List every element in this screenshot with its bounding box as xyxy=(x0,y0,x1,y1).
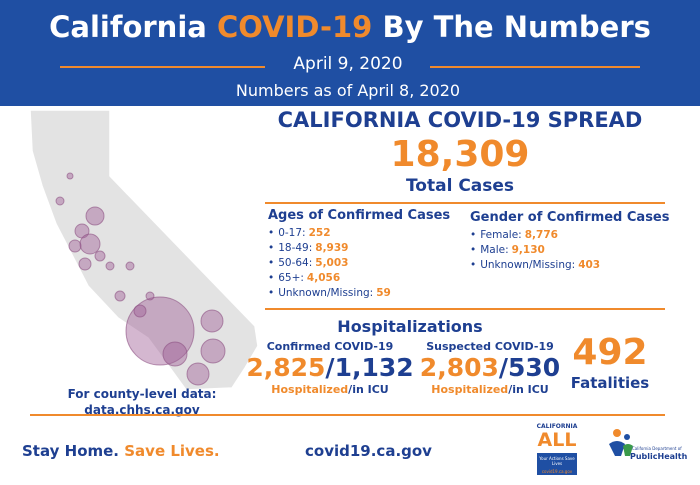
map-link: data.chhs.ca.gov xyxy=(84,403,200,417)
list-item: • 50-64: 5,003 xyxy=(268,256,391,271)
spread-title: CALIFORNIA COVID-19 SPREAD xyxy=(277,108,643,132)
rule xyxy=(430,66,640,68)
rule xyxy=(60,66,265,68)
list-item: • 18-49: 8,939 xyxy=(268,241,391,256)
bullet: • xyxy=(268,242,275,254)
logo-ca-url: covid19.ca.gov xyxy=(541,469,573,474)
item-label: 18-49: xyxy=(278,242,313,254)
hosp-icu-label: /in ICU xyxy=(508,383,549,396)
bullet: • xyxy=(268,272,275,284)
hosp-hospitalized-label: Hospitalized xyxy=(271,383,349,396)
slogan-2: Save Lives. xyxy=(124,442,220,460)
hosp-labels: Hospitalized/in ICU xyxy=(420,383,560,396)
bullet: • xyxy=(268,227,275,239)
hosp-heading: Hospitalizations xyxy=(337,317,483,336)
logo-cdph-top: California Department of xyxy=(632,446,682,451)
bullet: • xyxy=(470,229,477,241)
title-part: COVID-19 xyxy=(216,10,373,44)
header-date: April 9, 2020 xyxy=(293,54,403,74)
hosp-separator: / xyxy=(325,353,335,382)
item-value: 8,776 xyxy=(524,229,558,241)
header-as-of: Numbers as of April 8, 2020 xyxy=(235,81,461,100)
bullet: • xyxy=(470,259,477,271)
item-label: 0-17: xyxy=(278,227,306,239)
hosp-separator: / xyxy=(498,353,509,382)
logo-ca-main: ALL xyxy=(537,429,577,451)
bullet: • xyxy=(470,244,477,256)
hosp-title: Suspected COVID-19 xyxy=(426,340,554,353)
cdph-icon xyxy=(609,429,633,456)
item-value: 403 xyxy=(578,259,601,271)
list-item: • Male: 9,130 xyxy=(470,243,600,258)
item-value: 4,056 xyxy=(306,272,341,284)
rule xyxy=(265,202,665,204)
slogan-1: Stay Home. xyxy=(22,442,119,460)
website: covid19.ca.gov xyxy=(305,442,432,460)
map xyxy=(29,109,259,391)
map-note: For county-level data: xyxy=(67,387,217,401)
hosp-icu-label: /in ICU xyxy=(348,383,389,396)
bullet: • xyxy=(268,257,275,269)
hosp-hospitalized: 2,803 xyxy=(419,353,499,382)
logo-ca-top: CALIFORNIA xyxy=(536,423,578,430)
hosp-title: Confirmed COVID-19 xyxy=(266,340,394,353)
total-label: Total Cases xyxy=(405,176,515,196)
hosp-icu: 1,132 xyxy=(334,353,414,382)
hosp-hospitalized-label: Hospitalized xyxy=(431,383,509,396)
item-label: Unknown/Missing: xyxy=(278,287,374,299)
header-title: California COVID-19 By The Numbers xyxy=(49,10,651,44)
hosp-labels: Hospitalized/in ICU xyxy=(246,383,413,396)
header-band xyxy=(0,0,700,106)
bubbles xyxy=(55,172,226,386)
logo-ca-box xyxy=(537,453,577,475)
item-value: 59 xyxy=(376,287,391,299)
fatalities-value: 492 xyxy=(572,332,648,373)
item-label: 65+: xyxy=(278,272,304,284)
bullet: • xyxy=(268,287,275,299)
list-item: • 0-17: 252 xyxy=(268,226,391,241)
rule xyxy=(30,414,665,416)
ages-heading: Ages of Confirmed Cases xyxy=(268,208,451,223)
list-item: • Female: 8,776 xyxy=(470,228,600,243)
title-part: California xyxy=(49,10,207,44)
list-item: • Unknown/Missing: 59 xyxy=(268,286,391,301)
item-label: Female: xyxy=(480,229,522,241)
fatalities-label: Fatalities xyxy=(570,374,650,392)
hosp-hospitalized: 2,825 xyxy=(246,353,326,382)
slogan: Stay Home. Save Lives. xyxy=(22,442,220,460)
hosp-numbers: 2,803/530 xyxy=(420,353,560,383)
logo-ca-tag: Your Actions Save Lives xyxy=(539,456,575,466)
item-label: Male: xyxy=(480,244,509,256)
list-item: • Unknown/Missing: 403 xyxy=(470,258,600,273)
hosp-icu: 530 xyxy=(508,353,561,382)
ages-list: • 0-17: 252 • 18-49: 8,939 • 50-64: 5,003 • 65+: 4,… xyxy=(268,226,391,301)
item-value: 8,939 xyxy=(315,242,349,254)
item-value: 9,130 xyxy=(511,244,545,256)
item-label: 50-64: xyxy=(278,257,313,269)
hosp-numbers: 2,825/1,132 xyxy=(246,353,413,383)
confirmed: Confirmed COVID-19 2,825/1,132 Hospitalize… xyxy=(246,340,413,396)
gender-heading: Gender of Confirmed Cases xyxy=(470,210,670,225)
suspected: Suspected COVID-19 2,803/530 Hospitalized/… xyxy=(420,340,560,396)
total-cases: 18,309 xyxy=(390,134,530,175)
gender-list: • Female: 8,776 • Male: 9,130 • Unknown/Missing… xyxy=(470,228,600,273)
title-part: By The Numbers xyxy=(382,10,651,44)
logo-cdph-main: PublicHealth xyxy=(630,452,688,461)
list-item: • 65+: 4,056 xyxy=(268,271,391,286)
rule xyxy=(265,308,665,310)
item-value: 252 xyxy=(308,227,331,239)
item-label: Unknown/Missing: xyxy=(480,259,576,271)
item-value: 5,003 xyxy=(315,257,349,269)
